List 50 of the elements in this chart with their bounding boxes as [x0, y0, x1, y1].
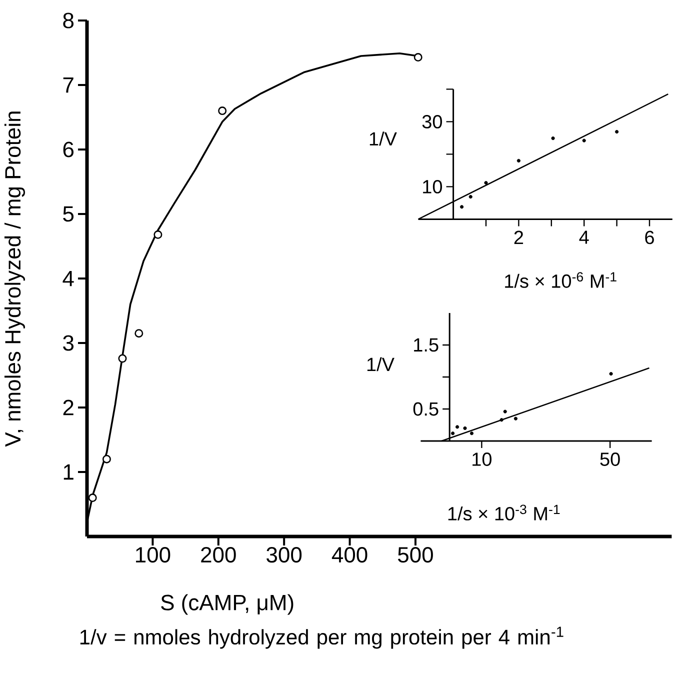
- point: [614, 130, 619, 134]
- point: [484, 181, 488, 185]
- point: [503, 410, 507, 414]
- y-tick-label: 1: [64, 464, 74, 480]
- x-tick-label: 4: [579, 230, 589, 244]
- y-tick-label: 3: [63, 335, 74, 351]
- text: 1/v = nmoles hydrolyzed per mg protein per 4 min$^{-1}$: [80, 626, 564, 649]
- point: [88, 494, 97, 502]
- y-tick-label: 6: [63, 142, 74, 158]
- point: [470, 432, 474, 436]
- y-tick-label: 2: [63, 400, 74, 416]
- x-axis-title: S (cAMP, μM): [161, 594, 294, 615]
- point: [582, 138, 586, 142]
- point: [134, 329, 144, 338]
- x-tick-label: 300: [266, 547, 302, 563]
- point: [468, 194, 472, 199]
- point: [450, 432, 455, 436]
- point: [514, 416, 518, 420]
- point: [154, 230, 162, 239]
- y-tick-label: 0.5: [413, 402, 438, 416]
- y-tick-label: 8: [63, 12, 74, 28]
- point: [551, 136, 555, 140]
- x-axis-title: 1/s × 10$^{-3}$ M$^{-1}$: [448, 504, 560, 520]
- y-tick-label: 30: [422, 114, 442, 128]
- x-tick-label: 500: [398, 547, 433, 563]
- point: [118, 354, 127, 363]
- x-tick-label: 400: [332, 547, 368, 563]
- x-tick-label: 2: [514, 230, 524, 244]
- y-tick-label: 7: [63, 77, 74, 93]
- point: [516, 158, 520, 162]
- point: [455, 425, 460, 429]
- y-tick-label: 4: [62, 270, 74, 286]
- y-axis-title: 1/V: [370, 132, 397, 146]
- point: [414, 53, 422, 62]
- x-tick-label: 100: [136, 547, 170, 563]
- y-axis-title: V, nmoles Hydrolyzed / mg Protein: [4, 112, 25, 447]
- point: [463, 426, 467, 430]
- y-tick-label: 1.5: [414, 338, 438, 352]
- y-tick-label: 10: [423, 180, 442, 194]
- y-tick-label: 5: [63, 206, 74, 222]
- point: [102, 454, 111, 464]
- point: [218, 106, 227, 116]
- point: [609, 372, 613, 376]
- x-tick-label: 200: [201, 547, 236, 563]
- point: [500, 418, 504, 422]
- x-axis-title: 1/s × 10$^{-6}$ M$^{-1}$: [505, 272, 616, 288]
- x-tick-label: 50: [600, 452, 620, 466]
- y-axis-title: 1/V: [367, 357, 394, 372]
- x-tick-label: 6: [645, 230, 654, 244]
- point: [460, 205, 464, 209]
